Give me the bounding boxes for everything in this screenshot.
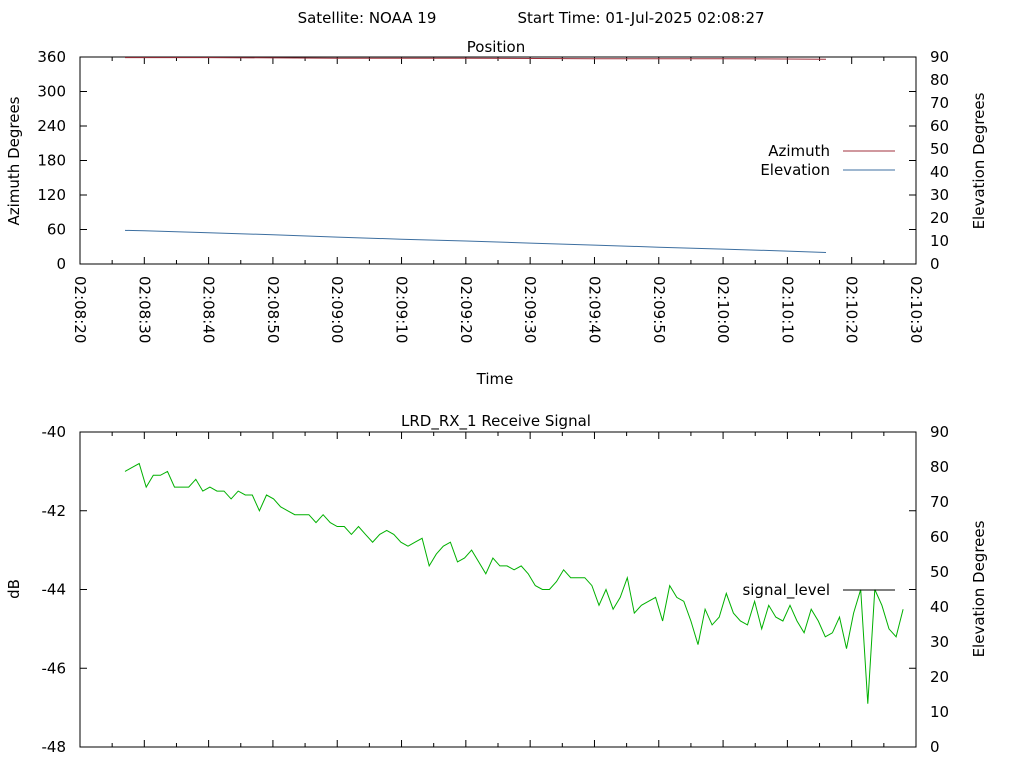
y2-tick-label: 10 [930, 232, 949, 250]
x-tick-label: 02:09:10 [393, 276, 411, 343]
y2-tick-label: 10 [930, 703, 949, 721]
y-tick-label: -44 [42, 581, 67, 599]
y2-tick-label: 70 [930, 94, 949, 112]
y-tick-label: 120 [37, 186, 66, 204]
x-tick-label: 02:09:00 [328, 276, 346, 343]
azimuth-line [125, 57, 827, 60]
signal-level-tail-line [831, 589, 904, 704]
y2-tick-label: 80 [930, 71, 949, 89]
satellite-label: Satellite: NOAA 19 [298, 9, 437, 27]
y-tick-label: 0 [56, 255, 66, 273]
y-tick-label: -46 [42, 659, 67, 677]
position-panel: Position 0 60 120 180 240 300 360 0 10 20 30 40 50 6… [5, 38, 988, 388]
position-title: Position [467, 38, 525, 56]
signal-legend: signal_level [742, 581, 895, 600]
elevation-axis-label-top: Elevation Degrees [970, 92, 988, 229]
y2-tick-label: 0 [930, 738, 940, 756]
elevation-line [124, 229, 827, 253]
y2-tick-label: 40 [930, 163, 949, 181]
legend-elevation-label: Elevation [760, 161, 830, 179]
signal-panel: LRD_RX_1 Receive Signal -40-42-44-46-48 … [5, 412, 988, 756]
y2-tick-label: 30 [930, 186, 949, 204]
elevation-axis-label-bottom: Elevation Degrees [970, 520, 988, 657]
x-tick-label: 02:08:20 [71, 276, 89, 343]
y-tick-label: 360 [37, 48, 66, 66]
y2-tick-label: 60 [930, 117, 949, 135]
y2-tick-label: 50 [930, 563, 949, 581]
signal-level-line [124, 462, 833, 645]
x-tick-label: 02:10:10 [778, 276, 796, 343]
x-tick-label: 02:09:30 [521, 276, 539, 343]
start-time-label: Start Time: 01-Jul-2025 02:08:27 [517, 9, 764, 27]
x-tick-label: 02:10:30 [907, 276, 925, 343]
signal-title: LRD_RX_1 Receive Signal [401, 412, 591, 431]
y2-tick-label: 60 [930, 528, 949, 546]
legend-azimuth-label: Azimuth [768, 142, 830, 160]
x-tick-label: 02:10:20 [843, 276, 861, 343]
y2-tick-label: 80 [930, 458, 949, 476]
y2-tick-label: 20 [930, 209, 949, 227]
legend-signal-label: signal_level [742, 581, 830, 600]
y-tick-label: -42 [42, 502, 67, 520]
azimuth-axis-label: Azimuth Degrees [5, 96, 23, 225]
y2-tick-label: 70 [930, 493, 949, 511]
y2-tick-label: 90 [930, 423, 949, 441]
x-tick-label: 02:08:30 [135, 276, 153, 343]
time-axis-label: Time [476, 370, 514, 388]
x-tick-label: 02:10:00 [714, 276, 732, 343]
y2-tick-label: 20 [930, 668, 949, 686]
x-tick-label: 02:08:40 [200, 276, 218, 343]
y2-tick-label: 30 [930, 633, 949, 651]
x-tick-label: 02:09:50 [650, 276, 668, 343]
y-tick-label: 240 [37, 117, 66, 135]
x-tick-label: 02:09:40 [585, 276, 603, 343]
x-tick-label: 02:08:50 [264, 276, 282, 343]
y2-tick-label: 0 [930, 255, 940, 273]
y-tick-label: 300 [37, 83, 66, 101]
y-tick-label: 180 [37, 152, 66, 170]
position-legend: Azimuth Elevation [760, 142, 895, 179]
y-tick-label: -40 [42, 423, 67, 441]
y2-tick-label: 50 [930, 140, 949, 158]
y-tick-label: -48 [42, 738, 67, 756]
y2-tick-label: 90 [930, 48, 949, 66]
db-axis-label: dB [5, 579, 23, 599]
x-tick-label: 02:09:20 [457, 276, 475, 343]
y-tick-label: 60 [47, 221, 66, 239]
y2-tick-label: 40 [930, 598, 949, 616]
